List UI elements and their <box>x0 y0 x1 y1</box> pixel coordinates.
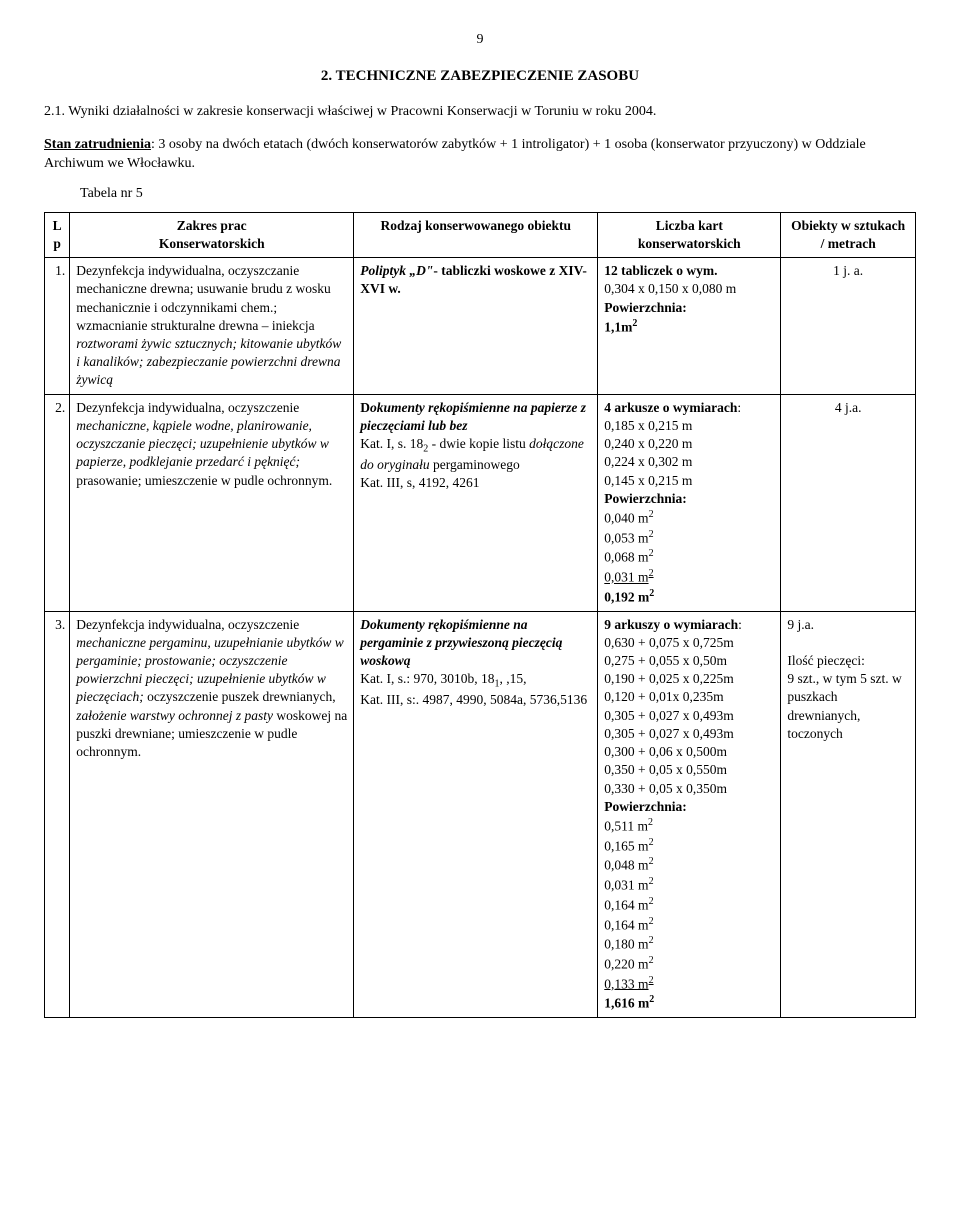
th-rodzaj: Rodzaj konserwowanego obiektu <box>354 212 598 257</box>
cell-liczba: 4 arkusze o wymiarach: 0,185 x 0,215 m 0… <box>598 394 781 611</box>
table-header-row: L p Zakres prac Konserwatorskich Rodzaj … <box>45 212 916 257</box>
th-lp: L p <box>45 212 70 257</box>
cell-zakres: Dezynfekcja indywidualna, oczyszczanie m… <box>70 258 354 395</box>
th-zakres: Zakres prac Konserwatorskich <box>70 212 354 257</box>
cell-rodzaj: Dokumenty rękopiśmienne na pergaminie z … <box>354 611 598 1018</box>
page-number: 9 <box>44 32 916 48</box>
cell-liczba: 9 arkuszy o wymiarach: 0,630 + 0,075 x 0… <box>598 611 781 1018</box>
stan-paragraph: Stan zatrudnienia: 3 osoby na dwóch etat… <box>44 136 916 174</box>
table-row: 1. Dezynfekcja indywidualna, oczyszczani… <box>45 258 916 395</box>
cell-rodzaj: Dokumenty rękopiśmienne na papierze z pi… <box>354 394 598 611</box>
cell-zakres: Dezynfekcja indywidualna, oczyszczenie m… <box>70 394 354 611</box>
cell-liczba: 12 tabliczek o wym. 0,304 x 0,150 x 0,08… <box>598 258 781 395</box>
table-row: 3. Dezynfekcja indywidualna, oczyszczeni… <box>45 611 916 1018</box>
cell-zakres: Dezynfekcja indywidualna, oczyszczenie m… <box>70 611 354 1018</box>
conservation-table: L p Zakres prac Konserwatorskich Rodzaj … <box>44 212 916 1018</box>
stan-text: : 3 osoby na dwóch etatach (dwóch konser… <box>44 137 866 171</box>
cell-obiekty: 1 j. a. <box>781 258 916 395</box>
cell-rodzaj: Poliptyk „D"- tabliczki woskowe z XIV-XV… <box>354 258 598 395</box>
cell-lp: 3. <box>45 611 70 1018</box>
cell-lp: 2. <box>45 394 70 611</box>
section-heading: 2. TECHNICZNE ZABEZPIECZENIE ZASOBU <box>44 68 916 85</box>
cell-lp: 1. <box>45 258 70 395</box>
th-liczba: Liczba kart konserwatorskich <box>598 212 781 257</box>
subsection-heading: 2.1. Wyniki działalności w zakresie kons… <box>44 103 916 122</box>
table-row: 2. Dezynfekcja indywidualna, oczyszczeni… <box>45 394 916 611</box>
tabela-label: Tabela nr 5 <box>80 186 916 202</box>
stan-label: Stan zatrudnienia <box>44 137 151 152</box>
cell-obiekty: 9 j.a. Ilość pieczęci: 9 szt., w tym 5 s… <box>781 611 916 1018</box>
th-obiekty: Obiekty w sztukach / metrach <box>781 212 916 257</box>
cell-obiekty: 4 j.a. <box>781 394 916 611</box>
